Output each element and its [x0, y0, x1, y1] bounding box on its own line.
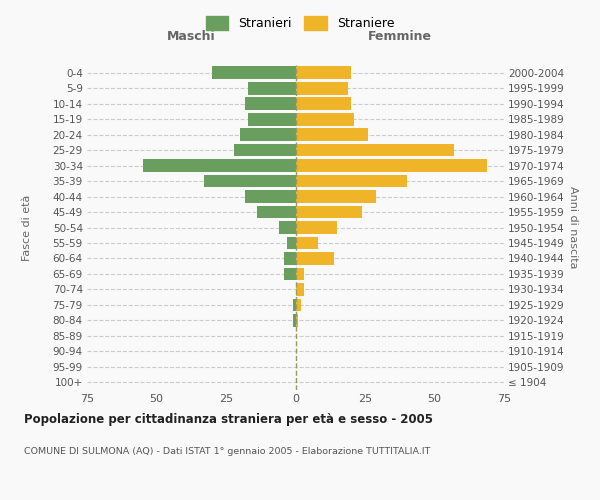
Bar	[293, 298, 296, 311]
Bar	[293, 314, 296, 326]
Bar	[296, 66, 351, 79]
Bar	[296, 252, 334, 265]
Bar	[279, 221, 296, 234]
Bar	[296, 113, 354, 126]
Text: Maschi: Maschi	[167, 30, 215, 43]
Bar	[296, 174, 407, 188]
Bar	[287, 236, 296, 250]
Bar	[143, 159, 296, 172]
Text: COMUNE DI SULMONA (AQ) - Dati ISTAT 1° gennaio 2005 - Elaborazione TUTTITALIA.IT: COMUNE DI SULMONA (AQ) - Dati ISTAT 1° g…	[24, 448, 430, 456]
Bar	[296, 221, 337, 234]
Bar	[296, 98, 351, 110]
Text: Fasce di età: Fasce di età	[22, 194, 32, 260]
Legend: Stranieri, Straniere: Stranieri, Straniere	[201, 11, 399, 35]
Bar	[296, 128, 368, 141]
Bar	[212, 66, 296, 79]
Bar	[245, 98, 296, 110]
Bar	[257, 206, 296, 218]
Bar	[296, 236, 318, 250]
Bar	[248, 113, 296, 126]
Bar	[245, 190, 296, 203]
Text: Popolazione per cittadinanza straniera per età e sesso - 2005: Popolazione per cittadinanza straniera p…	[24, 412, 433, 426]
Bar	[296, 159, 487, 172]
Text: Anni di nascita: Anni di nascita	[568, 186, 578, 269]
Bar	[284, 268, 296, 280]
Bar	[240, 128, 296, 141]
Bar	[296, 268, 304, 280]
Bar	[296, 190, 376, 203]
Text: Femmine: Femmine	[368, 30, 432, 43]
Bar	[296, 82, 349, 94]
Bar	[284, 252, 296, 265]
Bar	[235, 144, 296, 156]
Bar	[296, 314, 298, 326]
Bar	[248, 82, 296, 94]
Bar	[296, 206, 362, 218]
Bar	[204, 174, 296, 188]
Bar	[296, 283, 304, 296]
Bar	[296, 144, 454, 156]
Bar	[296, 298, 301, 311]
